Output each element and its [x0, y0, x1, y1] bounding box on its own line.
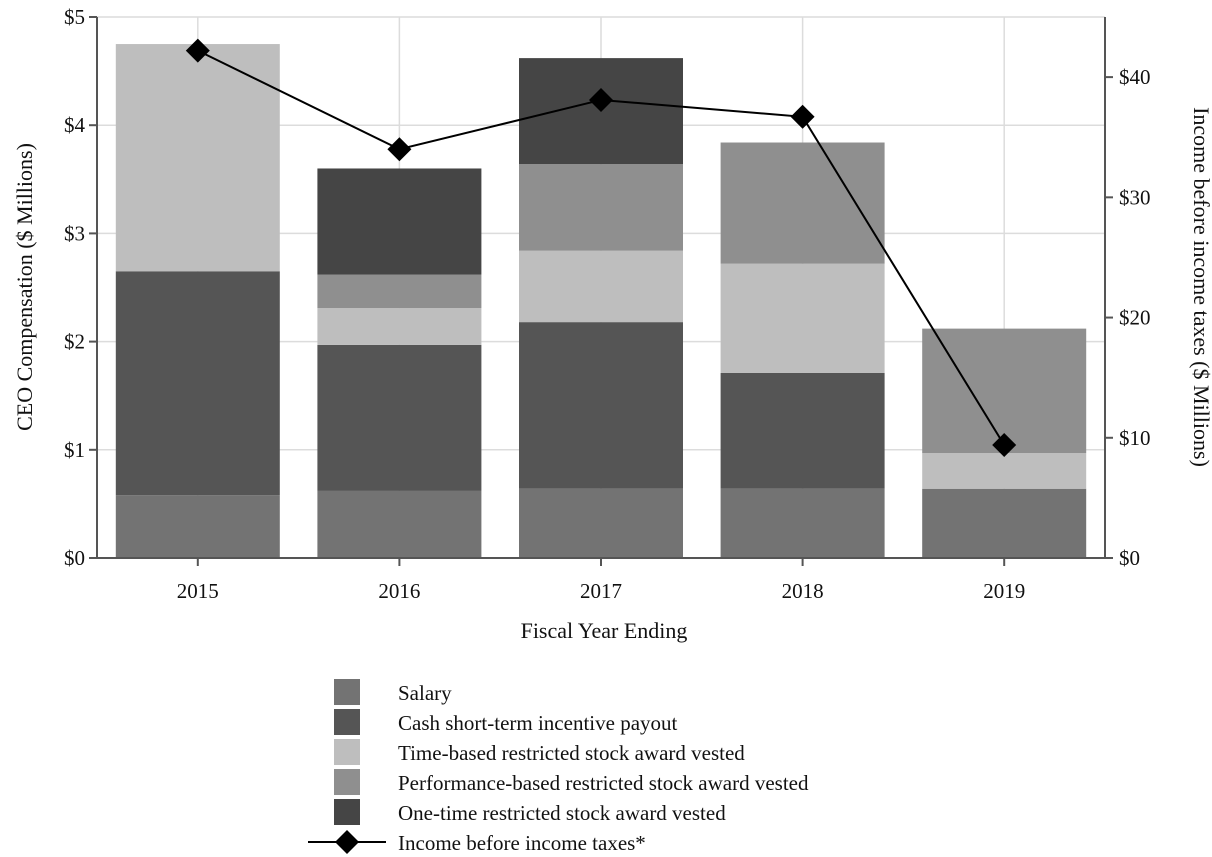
legend-label: Cash short-term incentive payout [398, 711, 678, 735]
axes [89, 16, 1113, 566]
y-tick-label: $5 [64, 5, 85, 29]
legend-label: Performance-based restricted stock award… [398, 771, 809, 795]
y2-tick-label: $10 [1119, 426, 1151, 450]
bar-2017-performance-based-restricted-stock-award-vested [519, 164, 683, 251]
income-diamond-marker [790, 104, 815, 129]
bar-2017-cash-short-term-incentive-payout [519, 322, 683, 489]
y-tick-label: $3 [64, 221, 85, 245]
bar-2019-salary [922, 488, 1087, 558]
legend-swatch [334, 709, 360, 735]
bar-2017-time-based-restricted-stock-award-vested [519, 250, 683, 323]
bar-2018-performance-based-restricted-stock-award-vested [720, 142, 885, 264]
bar-2016-cash-short-term-incentive-payout [317, 344, 482, 491]
bar-2016-time-based-restricted-stock-award-vested [317, 308, 482, 345]
legend-label: Income before income taxes* [398, 831, 646, 855]
y2-tick-label: $20 [1119, 306, 1151, 330]
y-tick-label: $0 [64, 546, 85, 570]
bar-2018-cash-short-term-incentive-payout [720, 372, 885, 489]
bar-2016-performance-based-restricted-stock-award-vested [317, 274, 482, 309]
y2-tick-label: $0 [1119, 546, 1140, 570]
bar-2019-time-based-restricted-stock-award-vested [922, 453, 1087, 489]
y2-tick-label: $30 [1119, 185, 1151, 209]
bar-stacks [115, 44, 1087, 558]
income-diamond-marker [589, 87, 613, 112]
legend: Salary Cash short-term incentive payout Ti… [308, 679, 809, 855]
bar-2016-one-time-restricted-stock-award-vested [317, 168, 482, 275]
x-tick-label: 2017 [580, 579, 622, 603]
income-diamond-marker [387, 137, 412, 162]
y2-axis-title: Income before income taxes ($ Millions) [1189, 107, 1212, 467]
bar-2017-salary [519, 488, 683, 558]
legend-swatch [334, 679, 360, 705]
bar-2015-salary [115, 495, 280, 558]
bar-2018-time-based-restricted-stock-award-vested [720, 263, 885, 373]
x-tick-label: 2016 [378, 579, 420, 603]
bar-2015-time-based-restricted-stock-award-vested [115, 44, 280, 272]
y-axis-title: CEO Compensation ($ Millions) [12, 143, 37, 431]
y2-tick-label: $40 [1119, 65, 1151, 89]
bar-2015-cash-short-term-incentive-payout [115, 271, 280, 496]
y-tick-label: $1 [64, 438, 85, 462]
bar-2019-performance-based-restricted-stock-award-vested [922, 328, 1087, 454]
legend-swatch [334, 799, 360, 825]
x-tick-label: 2018 [782, 579, 824, 603]
x-tick-label: 2019 [983, 579, 1025, 603]
tick-labels: $0 $1 $2 $3 $4 $5 $0 $10 $20 $30 $40 2015 2016 2017 20… [64, 5, 1151, 603]
income-line [185, 38, 1017, 457]
bar-2016-salary [317, 490, 482, 558]
y-tick-label: $4 [64, 113, 86, 137]
legend-label: Salary [398, 681, 452, 705]
x-axis-title: Fiscal Year Ending [521, 618, 688, 643]
legend-label: One-time restricted stock award vested [398, 801, 726, 825]
legend-label: Time-based restricted stock award vested [398, 741, 745, 765]
income-diamond-marker [992, 432, 1017, 457]
x-tick-label: 2015 [177, 579, 219, 603]
y-tick-label: $2 [64, 330, 85, 354]
bar-2018-salary [720, 488, 885, 558]
legend-diamond-icon [335, 830, 359, 854]
income-diamond-marker [185, 38, 210, 63]
legend-swatch [334, 739, 360, 765]
legend-swatch [334, 769, 360, 795]
